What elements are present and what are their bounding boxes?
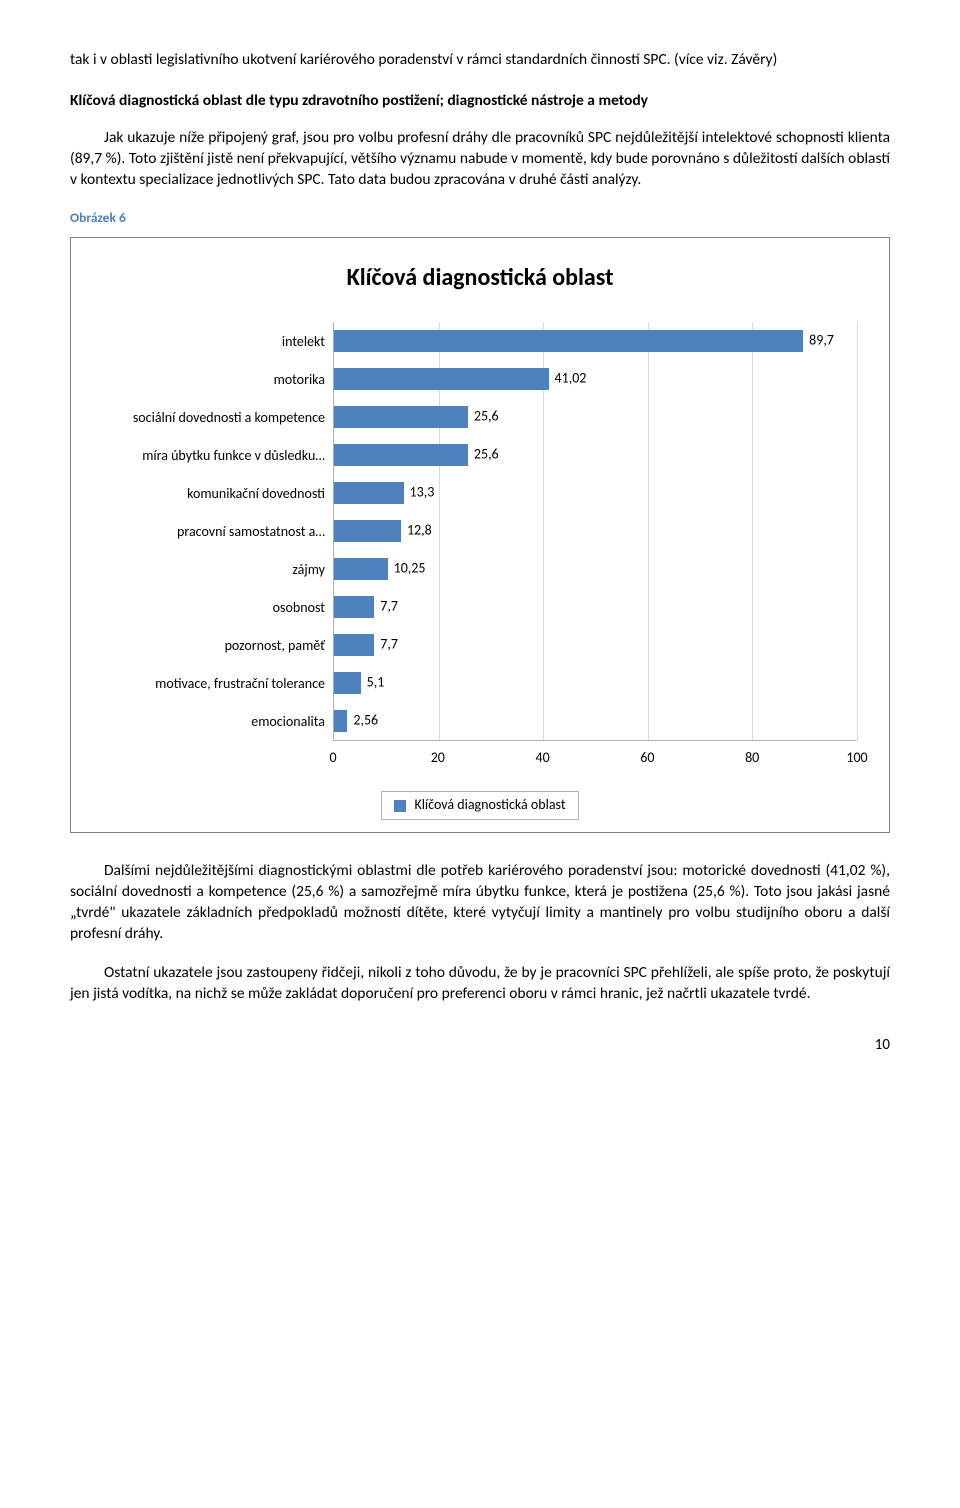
chart-container: Klíčová diagnostická oblast intelektmoto… — [70, 237, 890, 833]
paragraph-2: Jak ukazuje níže připojený graf, jsou pr… — [70, 128, 890, 191]
chart-category-label: pracovní samostatnost a… — [103, 512, 333, 550]
chart-bar-value: 10,25 — [394, 560, 426, 579]
paragraph-intro: tak i v oblasti legislativního ukotvení … — [70, 50, 890, 71]
chart-bar-value: 12,8 — [407, 522, 432, 541]
chart-title: Klíčová diagnostická oblast — [103, 262, 857, 294]
page-number: 10 — [70, 1035, 890, 1055]
chart-bar: 89,7 — [334, 330, 803, 352]
chart-bar-row: 89,7 — [334, 322, 857, 360]
figure-caption: Obrázek 6 — [70, 209, 890, 227]
paragraph-3: Dalšími nejdůležitějšími diagnostickými … — [70, 861, 890, 945]
chart-bar-value: 25,6 — [474, 446, 499, 465]
chart-category-label: pozornost, paměť — [103, 626, 333, 664]
chart-x-tick: 80 — [745, 749, 759, 768]
chart-bar-value: 89,7 — [809, 332, 834, 351]
chart-bar: 12,8 — [334, 520, 401, 542]
chart-bar-row: 41,02 — [334, 360, 857, 398]
chart-bar-row: 12,8 — [334, 512, 857, 550]
chart-bars: 89,741,0225,625,613,312,810,257,77,75,12… — [334, 322, 857, 740]
chart-bar-row: 25,6 — [334, 398, 857, 436]
chart-bar: 25,6 — [334, 406, 468, 428]
chart-bar-row: 7,7 — [334, 626, 857, 664]
chart-category-label: míra úbytku funkce v důsledku… — [103, 436, 333, 474]
chart-bar-row: 5,1 — [334, 664, 857, 702]
chart-category-label: osobnost — [103, 588, 333, 626]
legend-swatch — [394, 800, 406, 812]
chart-x-tick: 100 — [846, 749, 867, 768]
paragraph-4: Ostatní ukazatele jsou zastoupeny řidčej… — [70, 963, 890, 1005]
chart-category-label: zájmy — [103, 550, 333, 588]
chart-bar-row: 13,3 — [334, 474, 857, 512]
chart-bar: 2,56 — [334, 710, 347, 732]
chart-bar-row: 25,6 — [334, 436, 857, 474]
chart-legend-item: Klíčová diagnostická oblast — [381, 791, 578, 820]
chart-x-tick: 60 — [640, 749, 654, 768]
chart-bar-value: 2,56 — [353, 712, 378, 731]
chart-category-label: sociální dovednosti a kompetence — [103, 398, 333, 436]
chart-bar: 7,7 — [334, 596, 374, 618]
chart-bar-row: 7,7 — [334, 588, 857, 626]
chart-plot-area: 89,741,0225,625,613,312,810,257,77,75,12… — [333, 322, 857, 741]
chart-bar-value: 7,7 — [380, 636, 398, 655]
chart-bar-row: 2,56 — [334, 702, 857, 740]
chart-bar-value: 41,02 — [555, 370, 587, 389]
chart-bar: 13,3 — [334, 482, 404, 504]
chart-bar-value: 25,6 — [474, 408, 499, 427]
chart-y-labels: intelektmotorikasociální dovednosti a ko… — [103, 322, 333, 741]
legend-label: Klíčová diagnostická oblast — [414, 796, 565, 815]
chart-bar: 25,6 — [334, 444, 468, 466]
chart-legend: Klíčová diagnostická oblast — [103, 791, 857, 820]
chart-x-tick: 20 — [431, 749, 445, 768]
chart-bar: 5,1 — [334, 672, 361, 694]
chart-bar: 10,25 — [334, 558, 388, 580]
section-heading: Klíčová diagnostická oblast dle typu zdr… — [70, 91, 890, 112]
chart-category-label: motivace, frustrační tolerance — [103, 664, 333, 702]
chart-category-label: motorika — [103, 360, 333, 398]
chart-bar-value: 5,1 — [367, 674, 385, 693]
chart-x-tick: 40 — [535, 749, 549, 768]
chart-bar-value: 7,7 — [380, 598, 398, 617]
chart-category-label: intelekt — [103, 322, 333, 360]
chart-body: intelektmotorikasociální dovednosti a ko… — [103, 322, 857, 741]
chart-category-label: komunikační dovednosti — [103, 474, 333, 512]
chart-gridline — [857, 322, 858, 740]
chart-bar-value: 13,3 — [410, 484, 435, 503]
chart-category-label: emocionalita — [103, 702, 333, 740]
chart-bar: 41,02 — [334, 368, 549, 390]
chart-bar: 7,7 — [334, 634, 374, 656]
chart-x-tick: 0 — [329, 749, 336, 768]
chart-x-axis: 020406080100 — [333, 747, 857, 769]
chart-bar-row: 10,25 — [334, 550, 857, 588]
